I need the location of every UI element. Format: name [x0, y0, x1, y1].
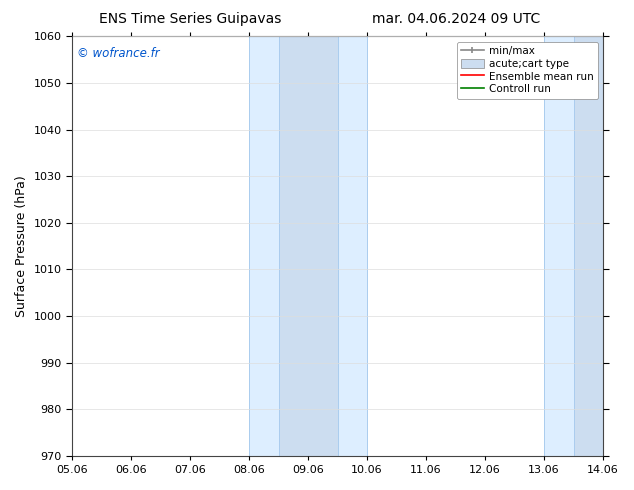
Bar: [574, 36, 603, 456]
Bar: [249, 36, 367, 456]
Y-axis label: Surface Pressure (hPa): Surface Pressure (hPa): [15, 175, 28, 317]
Text: © wofrance.fr: © wofrance.fr: [77, 47, 160, 60]
Bar: [544, 36, 603, 456]
Text: ENS Time Series Guipavas: ENS Time Series Guipavas: [99, 12, 281, 26]
Bar: [278, 36, 338, 456]
Text: mar. 04.06.2024 09 UTC: mar. 04.06.2024 09 UTC: [372, 12, 541, 26]
Legend: min/max, acute;cart type, Ensemble mean run, Controll run: min/max, acute;cart type, Ensemble mean …: [456, 42, 598, 98]
